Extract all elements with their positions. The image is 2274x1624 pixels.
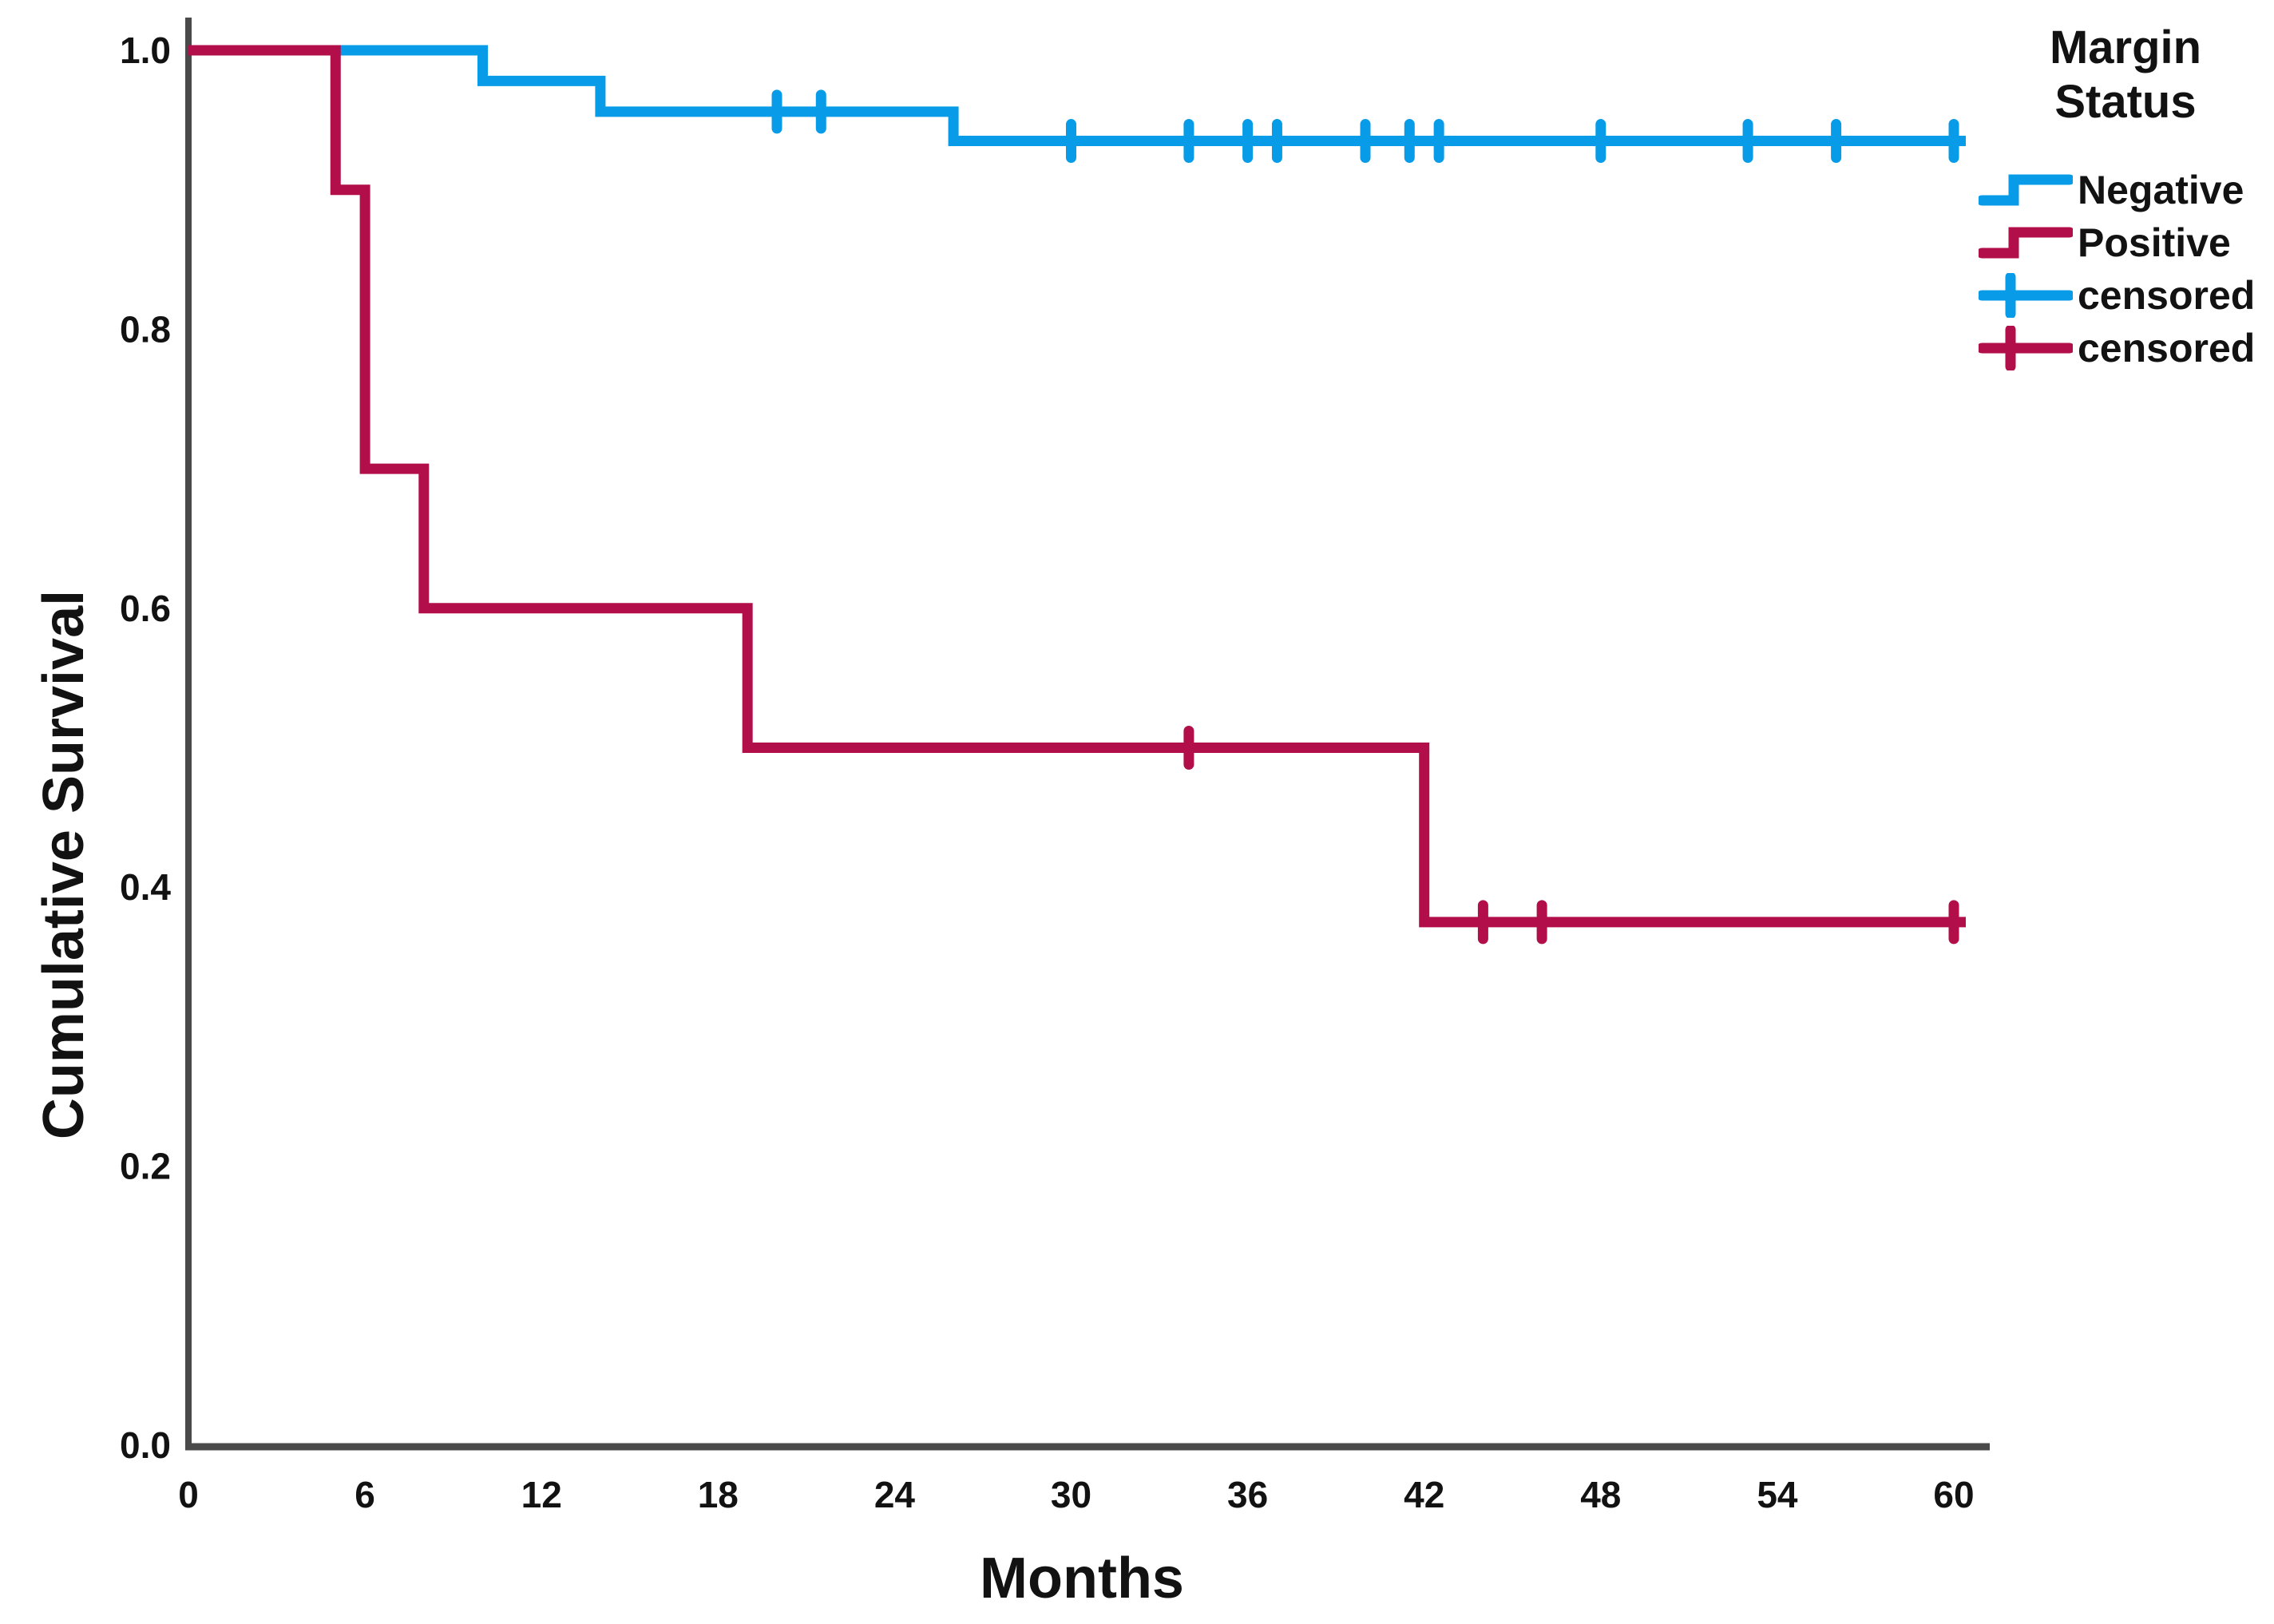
legend: Margin Status Negative Positive censored cen… [1979, 21, 2272, 374]
legend-title: Margin Status [1979, 21, 2272, 130]
legend-swatch-path [1979, 174, 2073, 206]
legend-item-positive: Positive [1979, 216, 2272, 269]
y-axis-title: Cumulative Survival [32, 589, 96, 1140]
legend-swatch-path [1979, 272, 2073, 318]
x-tick-label: 42 [1404, 1474, 1444, 1515]
legend-item-negative: Negative [1979, 164, 2272, 216]
x-tick-label: 36 [1227, 1474, 1268, 1515]
y-tick-label: 0.4 [120, 866, 171, 908]
y-tick-label: 0.0 [120, 1424, 171, 1466]
x-tick-label: 54 [1757, 1474, 1798, 1515]
legend-title-line: Status [2054, 76, 2197, 129]
x-tick-label: 48 [1580, 1474, 1621, 1515]
x-tick-label: 60 [1933, 1474, 1974, 1515]
legend-item-label: Negative [2078, 167, 2244, 212]
legend-swatch-path [1979, 227, 2073, 259]
series-line-positive [188, 45, 1966, 928]
x-tick-label: 6 [355, 1474, 375, 1515]
legend-swatch-path [1979, 325, 2073, 370]
y-tick-label: 0.8 [120, 308, 171, 350]
x-axis-title: Months [980, 1547, 1184, 1610]
x-tick-label: 30 [1051, 1474, 1091, 1515]
y-tick-label: 0.6 [120, 588, 171, 629]
x-tick-label: 24 [874, 1474, 916, 1515]
step-line-icon [1979, 174, 2073, 206]
censored-plus-icon [1979, 325, 2073, 370]
y-tick-label: 1.0 [120, 30, 171, 71]
legend-title-line: Margin [2049, 22, 2202, 73]
legend-items: Negative Positive censored censored [1979, 164, 2272, 374]
legend-item-censored-censored-B10E4A: censored [1979, 322, 2272, 374]
legend-item-label: censored [2078, 272, 2256, 318]
x-tick-label: 12 [521, 1474, 562, 1515]
x-tick-label: 18 [698, 1474, 739, 1515]
censored-plus-icon [1979, 272, 2073, 318]
series-line-negative [188, 45, 1966, 147]
step-line-icon [1979, 227, 2073, 259]
legend-item-label: censored [2078, 325, 2256, 370]
legend-item-label: Positive [2078, 220, 2231, 265]
legend-item-censored-censored-089CE8: censored [1979, 269, 2272, 322]
x-tick-label: 0 [178, 1474, 199, 1515]
y-tick-label: 0.2 [120, 1146, 171, 1187]
